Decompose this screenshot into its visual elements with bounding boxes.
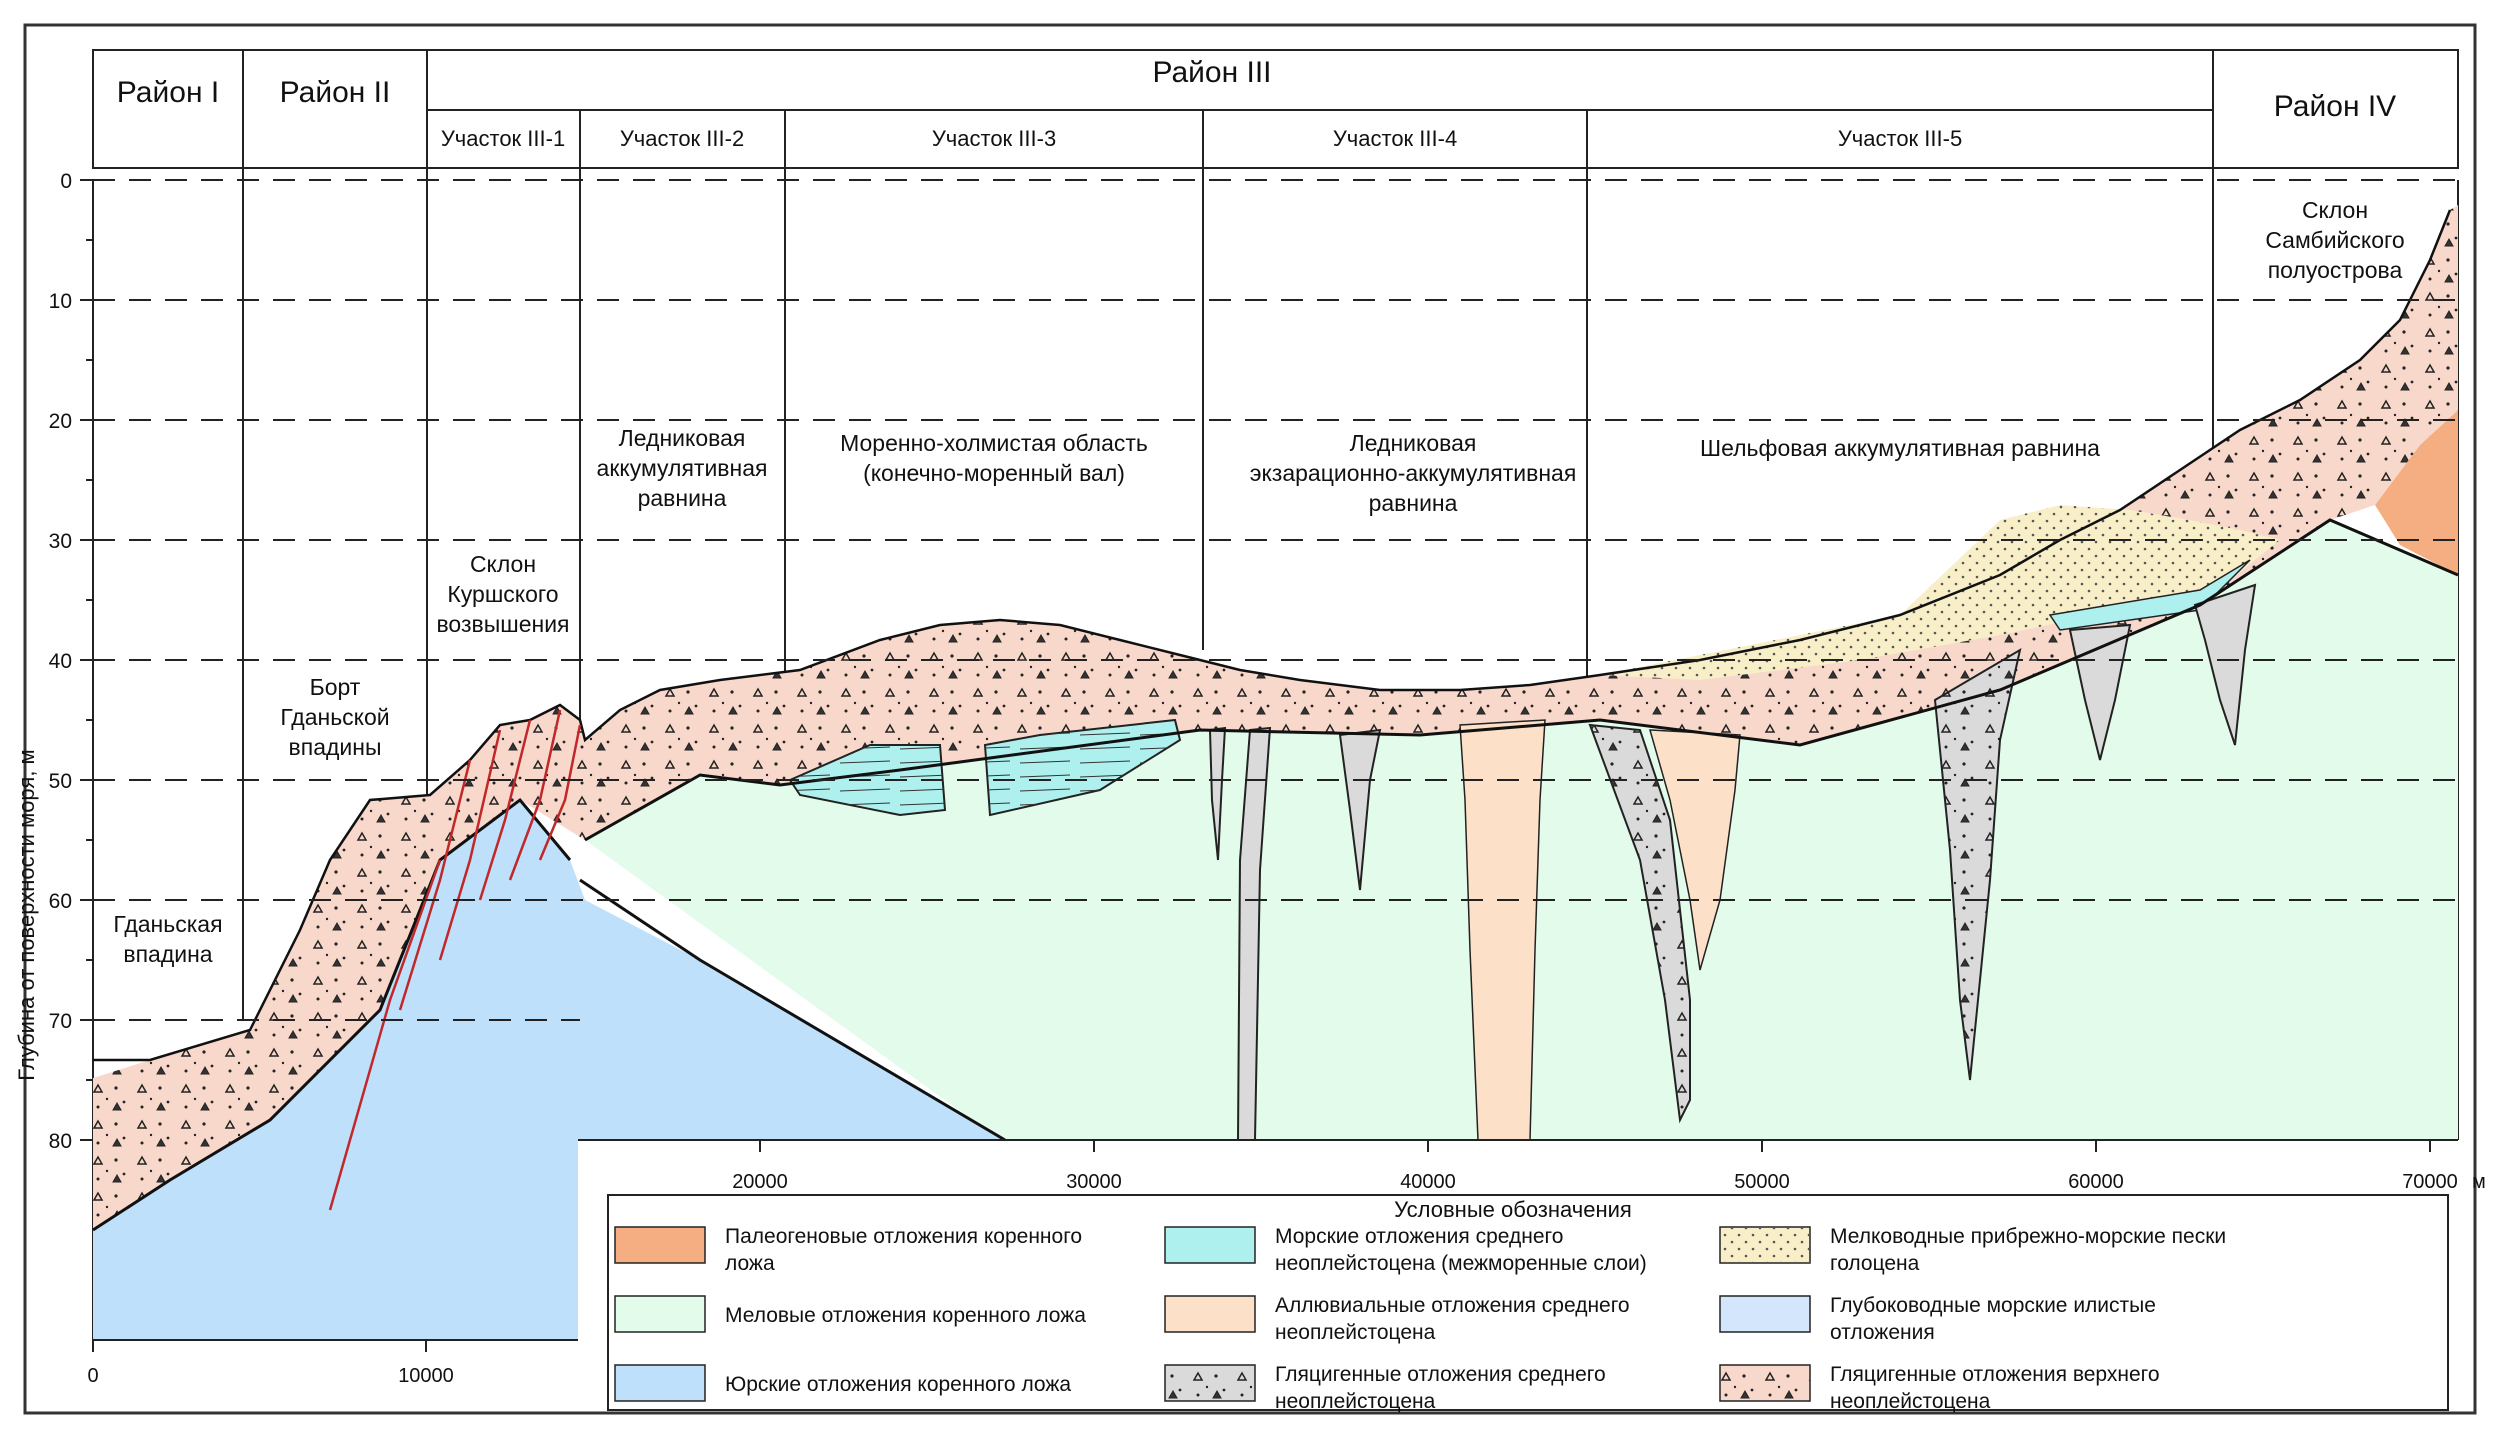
legend: Условные обозначения Палеогеновые отложе…: [607, 1194, 2449, 1413]
legend-swatch-alluvial: [1164, 1295, 1256, 1333]
legend-cretaceous: Меловые отложения коренного ложа: [725, 1304, 1086, 1327]
y-tick-0: 0: [60, 170, 72, 193]
district-1-label: Район I: [117, 76, 219, 109]
faults: [328, 709, 582, 1211]
annot-sambia-slope-1: Склон: [2302, 197, 2368, 223]
annot-gdansk-depression-1: Гданьская: [113, 911, 222, 937]
annot-curonian-slope-1: Склон: [470, 551, 536, 577]
section-2-label: Участок III-2: [620, 126, 744, 151]
y-tick-40: 40: [49, 650, 72, 673]
legend-alluvial-line1: Аллювиальные отложения среднего: [1275, 1294, 1630, 1317]
legend-glacial-mid-line1: Гляцигенные отложения среднего: [1275, 1363, 1606, 1386]
geology-layers: [92, 205, 2459, 1340]
legend-swatch-deep-marine: [1719, 1295, 1811, 1333]
annot-sambia-slope-3: полуострова: [2268, 257, 2403, 283]
legend-marine-mid-line1: Морские отложения среднего: [1275, 1225, 1563, 1248]
legend-swatch-paleogene: [614, 1226, 706, 1264]
annot-glacial-plain-3: равнина: [638, 485, 727, 511]
annot-moraine-area-1: Моренно-холмистая область: [840, 430, 1148, 456]
x-tick-20000: 20000: [732, 1171, 788, 1193]
y-axis-labels: 0 10 20 30 40 50 60 70 80: [49, 170, 72, 1153]
annot-glacial-plain-2: аккумулятивная: [597, 455, 768, 481]
x-tick-50000: 50000: [1734, 1171, 1790, 1193]
section-3-label: Участок III-3: [932, 126, 1056, 151]
legend-swatch-glacial-mid-pattern: [1165, 1365, 1255, 1401]
legend-swatch-glacial-upper-pattern: [1720, 1365, 1810, 1401]
legend-paleogene-line2: ложа: [725, 1252, 775, 1275]
legend-holocene-sand-line2: голоцена: [1830, 1252, 1920, 1275]
section-4-label: Участок III-4: [1333, 126, 1457, 151]
district-3-label: Район III: [1152, 56, 1271, 89]
y-tick-20: 20: [49, 410, 72, 433]
legend-deep-marine-line1: Глубоководные морские илистые: [1830, 1294, 2156, 1317]
y-axis-ticks: [80, 179, 93, 1141]
section-5-label: Участок III-5: [1838, 126, 1962, 151]
y-tick-10: 10: [49, 290, 72, 313]
annot-gdansk-side-3: впадины: [289, 734, 382, 760]
annot-exaration-plain-1: Ледниковая: [1350, 430, 1477, 456]
x-tick-60000: 60000: [2068, 1171, 2124, 1193]
annot-exaration-plain-3: равнина: [1369, 490, 1458, 516]
legend-marine-mid-line2: неоплейстоцена (межморенные слои): [1275, 1252, 1647, 1275]
header-table: [92, 49, 2459, 169]
x-tick-30000: 30000: [1066, 1171, 1122, 1193]
legend-swatch-holocene-sand-pattern: [1720, 1227, 1810, 1263]
legend-glacial-mid-line2: неоплейстоцена: [1275, 1390, 1436, 1413]
legend-jurassic: Юрские отложения коренного ложа: [725, 1373, 1071, 1396]
annot-gdansk-side-2: Гданьской: [280, 704, 389, 730]
y-tick-60: 60: [49, 890, 72, 913]
section-1-label: Участок III-1: [441, 126, 565, 151]
y-axis-title: Глубина от поверхности моря, м: [14, 749, 39, 1080]
y-tick-80: 80: [49, 1130, 72, 1153]
district-2-label: Район II: [280, 76, 391, 109]
annot-curonian-slope-2: Куршского: [447, 581, 558, 607]
annot-glacial-plain-1: Ледниковая: [619, 425, 746, 451]
annot-shelf-plain: Шельфовая аккумулятивная равнина: [1700, 435, 2100, 461]
annot-exaration-plain-2: экзарационно-аккумулятивная: [1250, 460, 1577, 486]
legend-swatch-cretaceous: [614, 1295, 706, 1333]
legend-alluvial-line2: неоплейстоцена: [1275, 1321, 1436, 1344]
legend-swatch-marine-mid: [1164, 1226, 1256, 1264]
legend-glacial-upper-line2: неоплейстоцена: [1830, 1390, 1991, 1413]
annot-curonian-slope-3: возвышения: [436, 611, 569, 637]
y-tick-50: 50: [49, 770, 72, 793]
x-tick-40000: 40000: [1400, 1171, 1456, 1193]
legend-paleogene-line1: Палеогеновые отложения коренного: [725, 1225, 1082, 1248]
annot-gdansk-depression-2: впадина: [123, 941, 212, 967]
x-axis: [92, 1139, 2458, 1352]
annot-gdansk-side-1: Борт: [310, 674, 361, 700]
district-4-label: Район IV: [2274, 90, 2396, 123]
legend-glacial-upper-line1: Гляцигенные отложения верхнего: [1830, 1363, 2160, 1386]
annotations: Гданьская впадина Борт Гданьской впадины…: [113, 197, 2404, 967]
legend-holocene-sand-line1: Мелководные прибрежно-морские пески: [1830, 1225, 2226, 1248]
y-tick-30: 30: [49, 530, 72, 553]
y-tick-70: 70: [49, 1010, 72, 1033]
x-axis-unit: м: [2472, 1171, 2486, 1193]
annot-moraine-area-2: (конечно-моренный вал): [863, 460, 1125, 486]
legend-swatch-jurassic: [614, 1364, 706, 1402]
x-tick-0: 0: [87, 1365, 98, 1387]
annot-sambia-slope-2: Самбийского: [2265, 227, 2404, 253]
x-tick-70000: 70000: [2402, 1171, 2458, 1193]
x-axis-labels: 0 10000 20000 30000 40000 50000 60000 70…: [87, 1171, 2457, 1387]
legend-title: Условные обозначения: [1394, 1197, 1632, 1222]
legend-deep-marine-line2: отложения: [1830, 1321, 1935, 1344]
outer-frame: [23, 23, 2477, 1415]
depth-gridlines: [93, 179, 2458, 1021]
x-tick-10000: 10000: [398, 1365, 454, 1387]
